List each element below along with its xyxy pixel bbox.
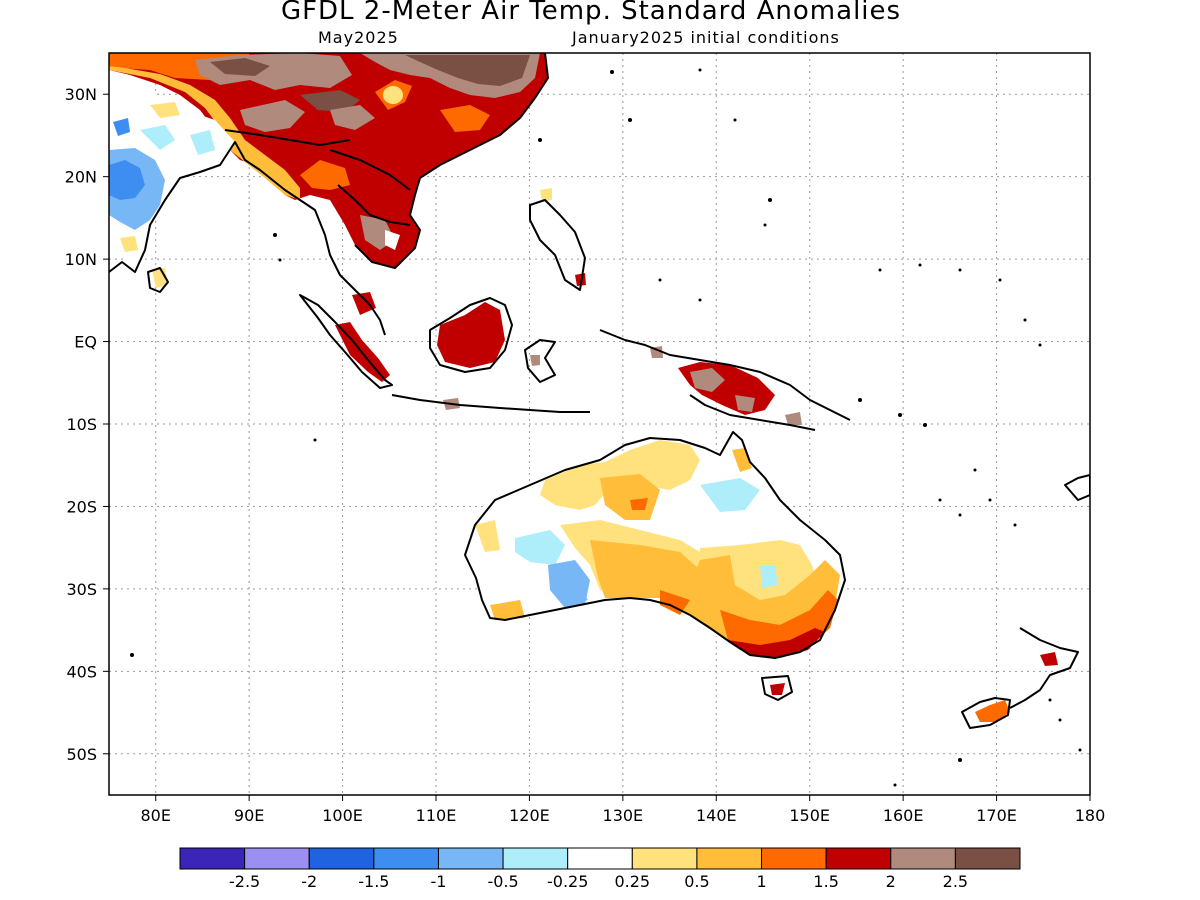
lon-tick-label: 150E xyxy=(789,806,830,825)
legend-swatch xyxy=(437,847,504,870)
legend-label: 1 xyxy=(756,872,766,891)
legend-label: 0.25 xyxy=(614,872,650,891)
forecast-month: May2025 xyxy=(318,28,399,47)
islands xyxy=(130,68,1082,787)
legend-swatch xyxy=(308,847,375,870)
coastlines xyxy=(109,53,1090,729)
map-plot-area xyxy=(109,53,1090,795)
legend-label: -2 xyxy=(301,872,317,891)
color-legend xyxy=(179,847,1021,870)
lon-tick-label: 140E xyxy=(696,806,737,825)
legend-swatch xyxy=(631,847,698,870)
lat-tick-label: 40S xyxy=(66,662,97,681)
india-anomaly-field xyxy=(109,92,235,288)
legend-label: -0.25 xyxy=(547,872,588,891)
initial-conditions: January2025 initial conditions xyxy=(572,28,840,47)
legend-swatch xyxy=(567,847,633,870)
lon-tick-label: 110E xyxy=(416,806,457,825)
lat-tick-label: 30S xyxy=(66,580,97,599)
latitude-axis: 30N 20N 10N EQ 10S 20S 30S 40S 50S xyxy=(65,85,109,764)
legend-swatch xyxy=(954,847,1021,870)
legend-label: 2 xyxy=(886,872,896,891)
legend-swatch xyxy=(179,847,246,870)
legend-label: -1.5 xyxy=(358,872,389,891)
lon-tick-label: 170E xyxy=(976,806,1017,825)
legend-swatch xyxy=(373,847,439,870)
lat-tick-label: 30N xyxy=(65,85,97,104)
legend-label: 2.5 xyxy=(943,872,968,891)
lat-tick-label: 20N xyxy=(65,168,97,187)
lon-tick-label: 120E xyxy=(509,806,550,825)
lon-tick-label: 160E xyxy=(883,806,924,825)
lat-tick-label: 10N xyxy=(65,250,97,269)
lat-tick-label: 20S xyxy=(66,497,97,516)
legend-swatch xyxy=(825,847,892,870)
lat-tick-label: 50S xyxy=(66,745,97,764)
legend-swatch xyxy=(761,847,827,870)
lon-tick-label: 90E xyxy=(234,806,264,825)
lon-tick-label: 80E xyxy=(140,806,170,825)
legend-swatch xyxy=(696,847,763,870)
legend-label: -0.5 xyxy=(487,872,518,891)
lon-tick-label: 180 xyxy=(1075,806,1106,825)
legend-label: -2.5 xyxy=(229,872,260,891)
new-zealand-anomaly-field xyxy=(975,652,1058,722)
color-legend-labels: -2.5 -2 -1.5 -1 -0.5 -0.25 0.25 0.5 1 1.5 2 2.5 xyxy=(229,872,968,891)
legend-label: -1 xyxy=(430,872,446,891)
lat-tick-label: EQ xyxy=(74,333,97,352)
legend-label: 1.5 xyxy=(813,872,838,891)
map-title: GFDL 2-Meter Air Temp. Standard Anomalie… xyxy=(280,0,902,26)
legend-swatch xyxy=(502,847,569,870)
legend-swatch xyxy=(244,847,310,870)
legend-swatch xyxy=(890,847,956,870)
longitude-axis: 80E 90E 100E 110E 120E 130E 140E 150E 160E 170E 18… xyxy=(140,795,1105,825)
lon-tick-label: 130E xyxy=(603,806,644,825)
asia-anomaly-field xyxy=(109,53,548,268)
legend-label: 0.5 xyxy=(684,872,709,891)
lon-tick-label: 100E xyxy=(322,806,363,825)
lat-tick-label: 10S xyxy=(66,415,97,434)
